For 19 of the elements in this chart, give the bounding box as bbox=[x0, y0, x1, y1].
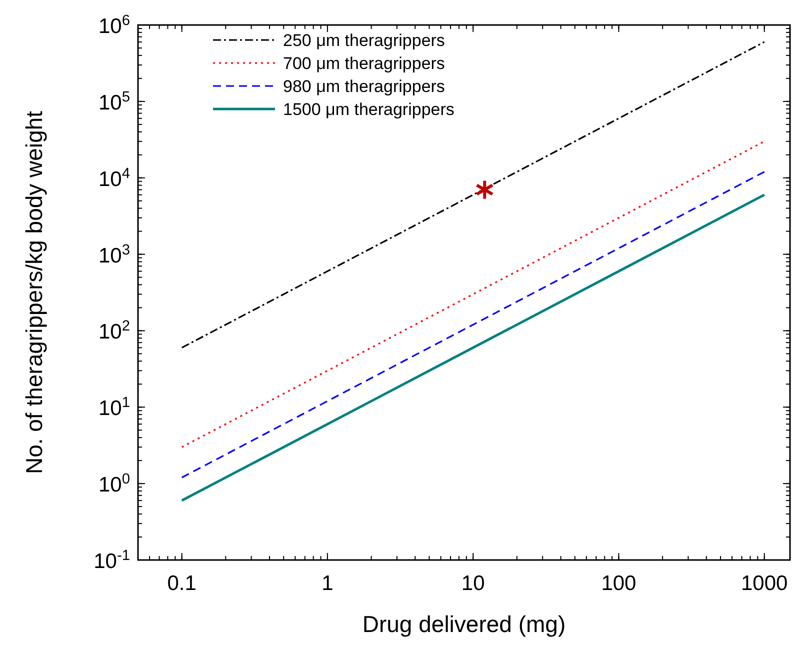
x-tick-label: 0.1 bbox=[167, 572, 196, 595]
y-tick-label: 10$^{2}$ bbox=[98, 318, 130, 344]
y-tick-label: 10$^{0}$ bbox=[98, 472, 130, 497]
x-axis-title: Drug delivered (mg) bbox=[362, 611, 566, 637]
x-tick-label: 1 bbox=[322, 572, 334, 595]
legend-label: 250 μm theragrippers bbox=[283, 31, 445, 50]
x-tick-label: 10 bbox=[461, 572, 485, 595]
y-axis-title: No. of theragrippers/kg body weight bbox=[21, 110, 47, 474]
x-tick-label: 1000 bbox=[740, 572, 788, 595]
y-tick-label: 10$^{5}$ bbox=[98, 89, 130, 114]
y-tick-label: 10$^{3}$ bbox=[98, 242, 130, 268]
legend-label: 700 μm theragrippers bbox=[283, 54, 445, 73]
y-tick-label: 10$^{-1}$ bbox=[94, 548, 130, 573]
y-tick-label: 10$^{1}$ bbox=[98, 395, 130, 420]
legend-label: 980 μm theragrippers bbox=[283, 77, 445, 96]
legend-label: 1500 μm theragrippers bbox=[283, 100, 454, 119]
x-tick-label: 100 bbox=[601, 572, 636, 595]
y-tick-label: 10$^{4}$ bbox=[98, 166, 130, 191]
y-tick-label: 10$^{6}$ bbox=[98, 13, 130, 38]
